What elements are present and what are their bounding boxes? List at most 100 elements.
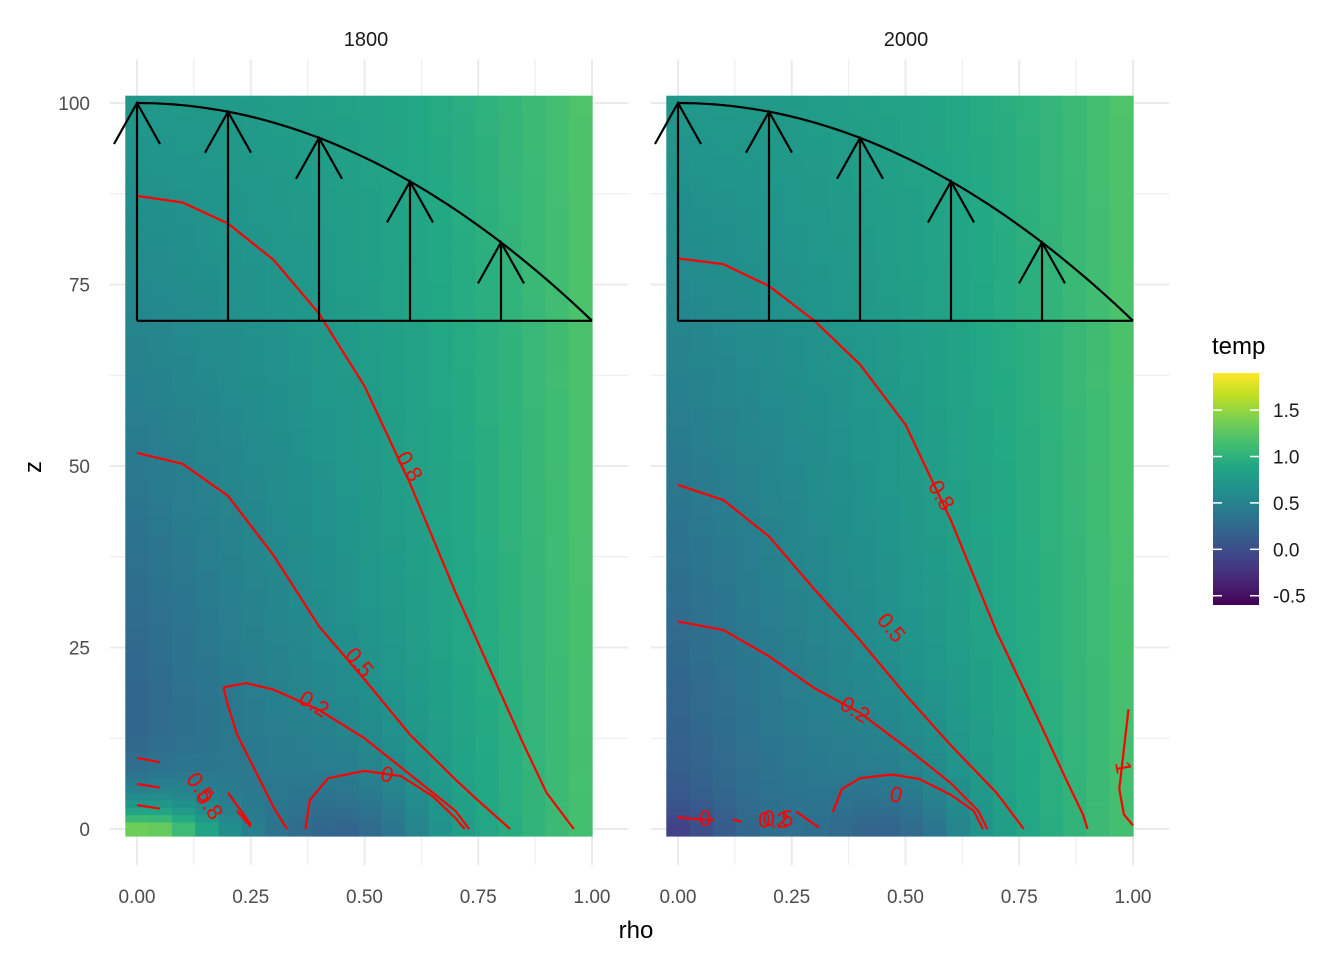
heatmap-tile (713, 589, 737, 609)
heatmap-tile (218, 172, 243, 191)
heatmap-tile (312, 407, 336, 427)
heatmap-tile (218, 262, 243, 282)
heatmap-tile (382, 480, 406, 500)
heatmap-tile (666, 792, 691, 801)
heatmap-tile (498, 680, 523, 699)
heatmap-tile (428, 589, 453, 609)
heatmap-tile (195, 244, 220, 264)
heatmap-tile (172, 607, 196, 627)
heatmap-tile (1016, 353, 1041, 373)
heatmap-tile (148, 752, 173, 772)
heatmap-tile (1063, 153, 1087, 173)
heatmap-tile (382, 426, 406, 445)
heatmap-tile (218, 716, 243, 736)
heatmap-tile (335, 226, 360, 246)
heatmap-tile (713, 785, 737, 794)
heatmap-tile (428, 462, 453, 482)
heatmap-tile (428, 778, 453, 787)
heatmap-tile (969, 208, 994, 228)
heatmap-tile (522, 99, 546, 119)
heatmap-tile (1016, 389, 1041, 409)
heatmap-tile (946, 426, 971, 445)
heatmap-tile (806, 571, 831, 591)
heatmap-tile (452, 785, 476, 794)
heatmap-tile (195, 821, 220, 837)
heatmap-tile (923, 371, 947, 391)
heatmap-tile (853, 516, 877, 536)
facet-title: 1800 (344, 29, 389, 51)
heatmap-tile (265, 480, 290, 500)
heatmap-tile (125, 462, 150, 482)
heatmap-tile (382, 800, 406, 808)
heatmap-tile (969, 389, 994, 409)
heatmap-tile (806, 625, 831, 645)
heatmap-tile (876, 535, 901, 554)
heatmap-tile (783, 244, 807, 264)
heatmap-tile (522, 299, 546, 318)
heatmap-tile (148, 498, 173, 518)
heatmap-tile (452, 135, 476, 155)
heatmap-tile (1063, 698, 1087, 718)
heatmap-tile (993, 734, 1017, 754)
heatmap-tile (783, 698, 807, 718)
heatmap-tile (736, 244, 761, 264)
heatmap-tile (853, 389, 877, 409)
heatmap-tile (993, 807, 1017, 816)
heatmap-tile (1039, 135, 1064, 155)
heatmap-tile (736, 698, 761, 718)
heatmap-tile (783, 535, 807, 554)
heatmap-tile (876, 607, 901, 627)
heatmap-tile (969, 643, 994, 663)
heatmap-tile (335, 571, 360, 591)
heatmap-tile (993, 190, 1017, 209)
heatmap-tile (568, 389, 593, 409)
heatmap-tile (806, 752, 831, 772)
heatmap-tile (993, 643, 1017, 663)
heatmap-tile (545, 444, 570, 463)
heatmap-tile (288, 371, 313, 391)
heatmap-tile (899, 792, 924, 801)
heatmap-tile (195, 480, 220, 500)
heatmap-tile (242, 462, 266, 482)
heatmap-tile (899, 516, 924, 536)
heatmap-tile (899, 498, 924, 518)
heatmap-tile (759, 208, 784, 228)
heatmap-tile (689, 353, 714, 373)
heatmap-tile (783, 778, 807, 787)
heatmap-tile (899, 662, 924, 681)
heatmap-tile (736, 172, 761, 191)
heatmap-tile (689, 662, 714, 681)
contour-line (831, 773, 984, 830)
heatmap-tile (946, 792, 971, 801)
heatmap-tile (195, 571, 220, 591)
heatmap-tile (335, 643, 360, 663)
heatmap-tile (783, 607, 807, 627)
heatmap-tile (829, 95, 854, 100)
heatmap-tile (829, 444, 854, 463)
heatmap-tile (713, 516, 737, 536)
heatmap-tile (969, 553, 994, 572)
heatmap-tile (806, 172, 831, 191)
heatmap-tile (1063, 335, 1087, 355)
heatmap-tile (689, 244, 714, 264)
heatmap-tile (1016, 800, 1041, 808)
heatmap-tile (713, 117, 737, 137)
heatmap-tile (1086, 208, 1111, 228)
contour-line (136, 803, 160, 810)
heatmap-tile (335, 553, 360, 572)
heatmap-tile (759, 662, 784, 681)
velocity-profile-curve (677, 101, 1134, 322)
heatmap-tile (899, 208, 924, 228)
heatmap-tile (568, 589, 593, 609)
heatmap-tile (899, 734, 924, 754)
contour-line (1118, 709, 1134, 827)
heatmap-tile (172, 244, 196, 264)
heatmap-tile (148, 172, 173, 191)
heatmap-tile (1039, 752, 1064, 772)
heatmap-tile (218, 643, 243, 663)
heatmap-tile (265, 752, 290, 772)
heatmap-tile (148, 553, 173, 572)
heatmap-tile (713, 625, 737, 645)
heatmap-tile (1063, 280, 1087, 300)
heatmap-tile (545, 226, 570, 246)
